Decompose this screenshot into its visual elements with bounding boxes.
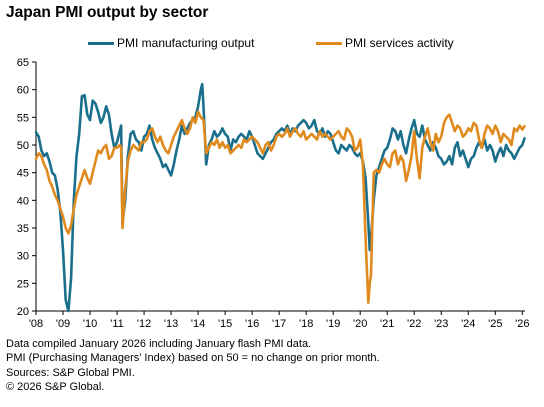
series-line-manufacturing [34, 82, 526, 313]
chart-title: Japan PMI output by sector [6, 4, 209, 21]
x-tick-label-2013: '13 [164, 318, 178, 330]
x-tick-label-2011: '11 [110, 318, 124, 330]
legend-swatch-services [316, 41, 342, 45]
legend-label-services: PMI services activity [345, 36, 454, 50]
series-line-services [34, 110, 526, 304]
x-tick-label-2014: '14 [191, 318, 205, 330]
x-tick-label-2017: '17 [272, 318, 286, 330]
x-tick-label-2025: '25 [488, 318, 502, 330]
y-tick-label-35: 35 [17, 223, 29, 235]
pmi-line-chart: 20 25 30 35 40 45 50 55 60 65 '08 '09 '10 '11 '12 '13 '1… [17, 57, 530, 330]
x-tick-label-2021: '21 [380, 318, 394, 330]
y-tick-label-25: 25 [17, 278, 29, 290]
y-tick-label-30: 30 [17, 251, 29, 263]
y-tick-label-60: 60 [17, 85, 29, 97]
x-tick-label-2015: '15 [218, 318, 232, 330]
y-tick-label-50: 50 [17, 140, 29, 152]
y-tick-label-40: 40 [17, 195, 29, 207]
legend-manufacturing: PMI manufacturing output [88, 36, 254, 50]
x-tick-label-2024: '24 [461, 318, 475, 330]
x-tick-label-2010: '10 [83, 318, 97, 330]
note-sources: Sources: S&P Global PMI. [6, 366, 135, 379]
x-tick-label-2022: '22 [407, 318, 421, 330]
y-tick-label-65: 65 [17, 57, 29, 69]
source-notes: Data compiled January 2026 including Jan… [6, 337, 380, 395]
x-tick-label-2020: '20 [353, 318, 367, 330]
x-tick-label-2023: '23 [434, 318, 448, 330]
note-data-compiled: Data compiled January 2026 including Jan… [6, 338, 312, 350]
x-tick-label-2008: '08 [29, 318, 43, 330]
x-tick-label-2009: '09 [56, 318, 70, 330]
y-tick-label-55: 55 [17, 112, 29, 124]
note-copyright: © 2026 S&P Global. [6, 381, 105, 394]
y-tick-label-20: 20 [17, 306, 29, 318]
legend-services: PMI services activity [316, 36, 454, 50]
legend-swatch-manufacturing [88, 41, 114, 45]
x-tick-label-2019: '19 [326, 318, 340, 330]
y-tick-label-45: 45 [17, 168, 29, 180]
legend-label-manufacturing: PMI manufacturing output [117, 36, 255, 50]
x-tick-label-2012: '12 [137, 318, 151, 330]
x-tick-label-2018: '18 [299, 318, 313, 330]
note-pmi-definition: PMI (Purchasing Managers' Index) based o… [6, 352, 380, 365]
x-tick-label-2016: '16 [245, 318, 259, 330]
x-tick-label-2026: '26 [515, 318, 529, 330]
